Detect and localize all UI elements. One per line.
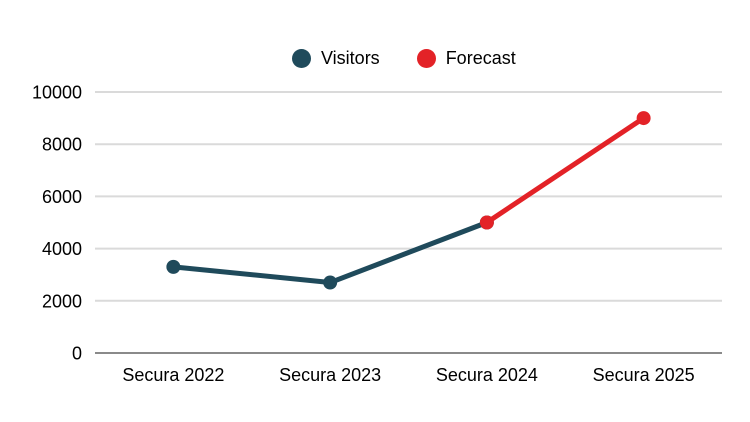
x-axis-label: Secura 2024 <box>436 365 538 385</box>
legend-label-visitors: Visitors <box>321 48 380 68</box>
data-point-visitors <box>323 275 338 290</box>
x-axis-label: Secura 2025 <box>593 365 695 385</box>
data-point-forecast <box>636 111 651 126</box>
data-point-forecast <box>479 215 494 230</box>
chart-legend: Visitors Forecast <box>292 49 516 68</box>
series-line-visitors <box>170 220 490 286</box>
legend-dot-visitors-icon <box>292 49 311 68</box>
legend-dot-forecast-icon <box>416 49 436 68</box>
x-axis-label: Secura 2023 <box>279 365 381 385</box>
y-axis-tick-label: 8000 <box>42 135 82 155</box>
legend-item-forecast: Forecast <box>416 48 516 68</box>
y-axis-tick-label: 10000 <box>32 83 82 103</box>
legend-item-visitors: Visitors <box>292 49 380 68</box>
series-line-forecast <box>484 115 647 225</box>
data-point-visitors <box>166 259 181 274</box>
y-axis-tick-label: 4000 <box>42 239 82 259</box>
legend-label-forecast: Forecast <box>445 48 516 68</box>
y-axis-tick-label: 6000 <box>42 187 82 207</box>
y-axis-tick-label: 2000 <box>42 291 82 311</box>
y-axis-tick-label: 0 <box>72 344 82 364</box>
x-axis-label: Secura 2022 <box>122 365 224 385</box>
